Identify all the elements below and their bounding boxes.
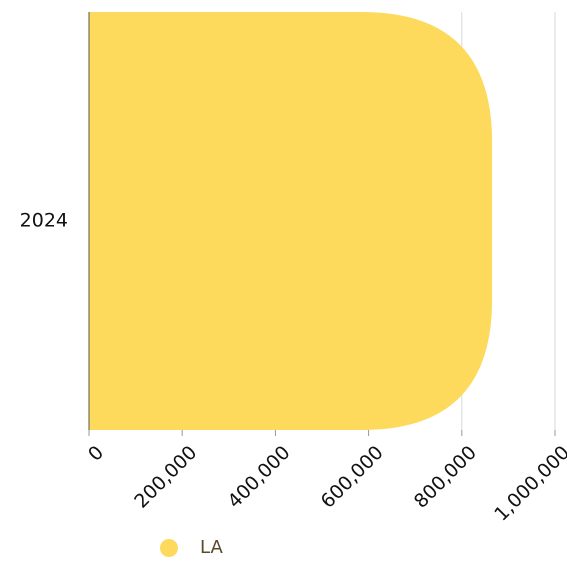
- axes: [88, 12, 556, 436]
- bars: [89, 12, 493, 430]
- x-tick-label-3: 600,000: [317, 442, 388, 513]
- bar-la-2024: [89, 12, 493, 430]
- x-tick-label-5: 1,000,000: [490, 442, 567, 526]
- x-tick-labels: 0 200,000 400,000 600,000 800,000 1,000,000: [84, 442, 567, 526]
- legend-swatch-la: [160, 538, 178, 557]
- legend: LA: [160, 537, 223, 558]
- x-tick-label-1: 200,000: [130, 442, 201, 513]
- x-tick-label-4: 800,000: [410, 442, 481, 513]
- x-tick-label-0: 0: [84, 442, 108, 466]
- y-category-label-0: 2024: [20, 210, 68, 232]
- x-tick-label-2: 400,000: [223, 442, 294, 513]
- y-category-labels: 2024: [20, 210, 68, 232]
- legend-label-la: LA: [200, 537, 223, 558]
